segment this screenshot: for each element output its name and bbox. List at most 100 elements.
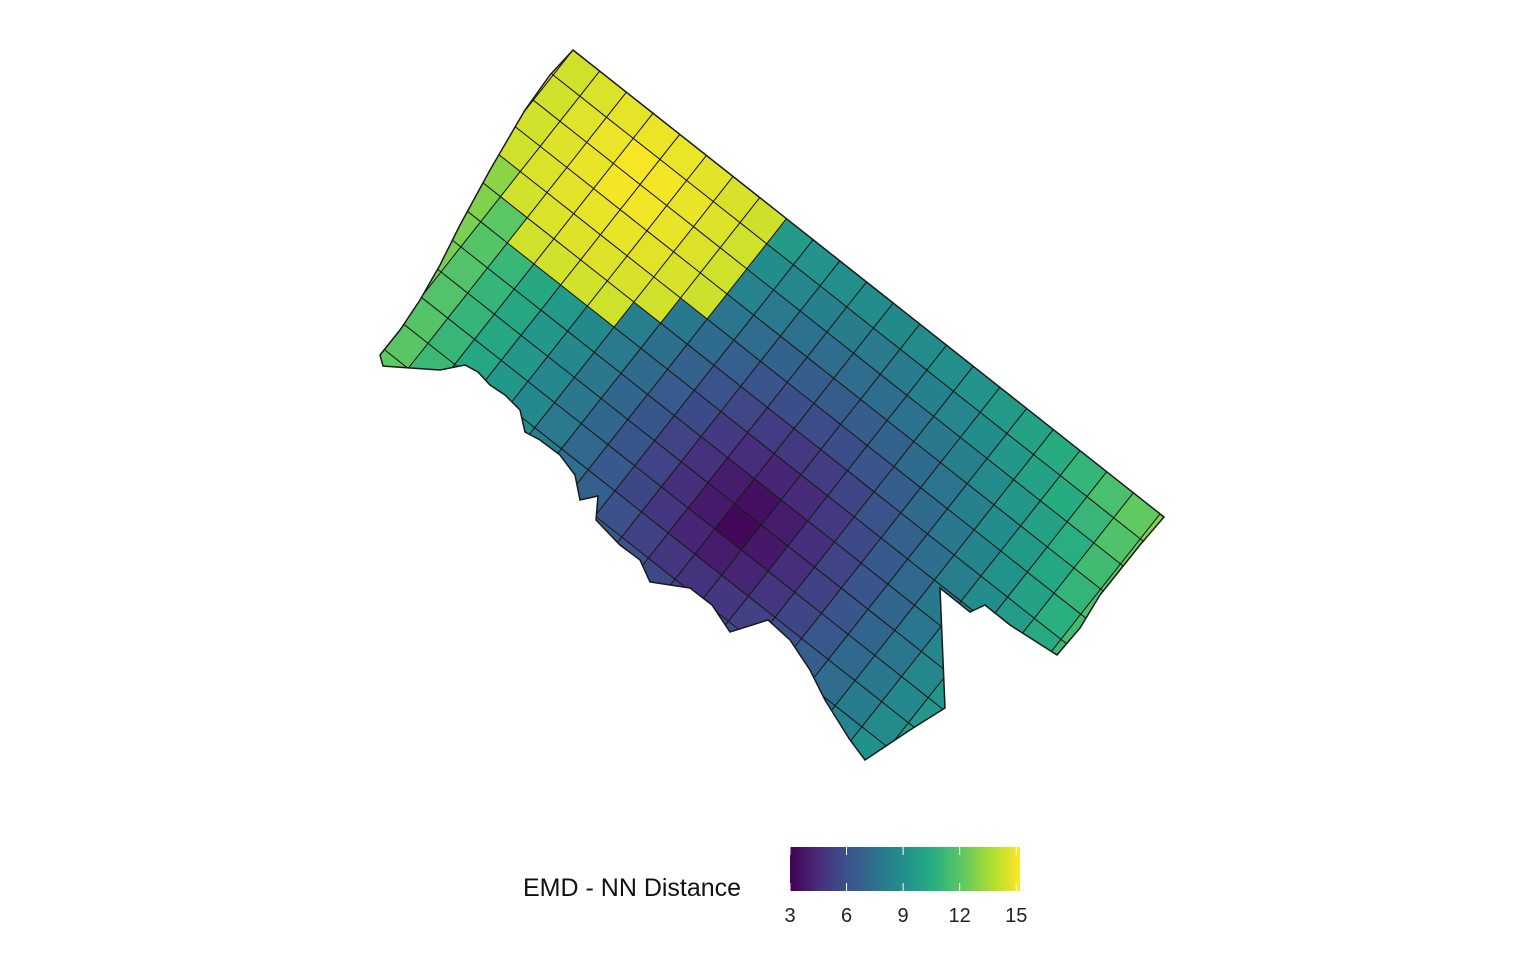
tract bbox=[388, 531, 437, 580]
tract bbox=[1166, 371, 1213, 417]
tract bbox=[672, 62, 721, 110]
colorbar-tick-label: 9 bbox=[897, 905, 909, 927]
tract bbox=[1051, 239, 1100, 288]
tract bbox=[269, 356, 316, 402]
tract bbox=[541, 611, 590, 660]
tract bbox=[1025, 218, 1074, 267]
tract bbox=[621, 674, 670, 723]
tract bbox=[593, 0, 640, 46]
tract bbox=[394, 413, 443, 462]
tract bbox=[718, 58, 767, 106]
tract bbox=[895, 769, 942, 815]
tract bbox=[783, 802, 830, 848]
tract bbox=[548, 657, 597, 706]
tract bbox=[414, 388, 463, 437]
tract bbox=[858, 50, 907, 94]
tract bbox=[898, 159, 947, 208]
tract bbox=[329, 444, 376, 490]
tract bbox=[934, 718, 983, 760]
tract bbox=[711, 50, 760, 60]
tract bbox=[974, 667, 1023, 716]
tract bbox=[380, 439, 423, 487]
tract bbox=[594, 653, 643, 702]
tract bbox=[1032, 264, 1081, 313]
tract bbox=[434, 527, 483, 576]
tract bbox=[655, 742, 704, 760]
tract bbox=[1126, 584, 1164, 633]
tract bbox=[709, 785, 756, 831]
tract bbox=[1086, 634, 1135, 683]
tract bbox=[408, 506, 457, 555]
tract bbox=[446, 128, 495, 177]
tract bbox=[965, 130, 1014, 179]
tract bbox=[798, 121, 847, 170]
tract bbox=[399, 132, 448, 181]
tract bbox=[889, 887, 936, 933]
tract bbox=[938, 109, 987, 158]
tract bbox=[380, 254, 396, 302]
tract bbox=[1106, 609, 1155, 658]
tract bbox=[468, 594, 517, 643]
tract bbox=[668, 670, 717, 719]
tract bbox=[229, 406, 276, 452]
tract bbox=[440, 409, 489, 458]
tract bbox=[1240, 388, 1287, 434]
tract bbox=[282, 448, 329, 494]
tract bbox=[687, 645, 737, 694]
tract bbox=[714, 666, 763, 715]
tract bbox=[1119, 374, 1164, 423]
tract bbox=[520, 0, 567, 29]
tract bbox=[527, 519, 576, 568]
tract bbox=[1179, 300, 1226, 346]
tract bbox=[969, 786, 1016, 832]
tract bbox=[852, 163, 901, 212]
tract bbox=[322, 398, 369, 444]
tract bbox=[1019, 336, 1068, 384]
tract bbox=[1099, 399, 1148, 448]
tract bbox=[380, 392, 416, 441]
tract bbox=[1146, 559, 1164, 607]
tract bbox=[912, 251, 961, 300]
tract bbox=[1227, 460, 1274, 506]
tract bbox=[1045, 357, 1094, 406]
tract bbox=[947, 646, 996, 695]
tract bbox=[308, 305, 355, 351]
tract bbox=[1233, 342, 1280, 388]
tract bbox=[494, 452, 543, 500]
census-tracts bbox=[229, 0, 1313, 933]
tract bbox=[918, 134, 967, 183]
tract bbox=[1266, 409, 1313, 455]
tract bbox=[952, 201, 1001, 250]
tract bbox=[707, 620, 756, 669]
tract bbox=[479, 50, 528, 80]
tract bbox=[1246, 434, 1293, 480]
tract bbox=[1125, 420, 1164, 469]
tract bbox=[665, 50, 714, 64]
tract bbox=[309, 469, 356, 515]
tract bbox=[380, 464, 403, 512]
tract bbox=[508, 544, 557, 593]
tract bbox=[295, 377, 342, 423]
tract bbox=[1045, 193, 1094, 242]
tract bbox=[961, 739, 1010, 760]
tract bbox=[641, 649, 690, 698]
tract bbox=[481, 523, 530, 572]
tract bbox=[821, 751, 870, 760]
tract bbox=[380, 157, 429, 206]
tract bbox=[380, 489, 383, 537]
tract bbox=[1038, 311, 1088, 359]
tract bbox=[884, 67, 934, 115]
tract bbox=[387, 367, 436, 416]
tract bbox=[768, 709, 817, 757]
tract bbox=[439, 82, 488, 131]
tract bbox=[706, 0, 753, 13]
tract bbox=[832, 188, 881, 237]
tract bbox=[1193, 392, 1240, 438]
tract bbox=[992, 315, 1041, 363]
tract bbox=[380, 510, 410, 559]
colorbar-tick-label: 15 bbox=[1005, 905, 1028, 927]
tract bbox=[736, 806, 783, 852]
tract bbox=[1206, 321, 1253, 367]
tract bbox=[991, 151, 1040, 200]
tract bbox=[1125, 256, 1164, 305]
